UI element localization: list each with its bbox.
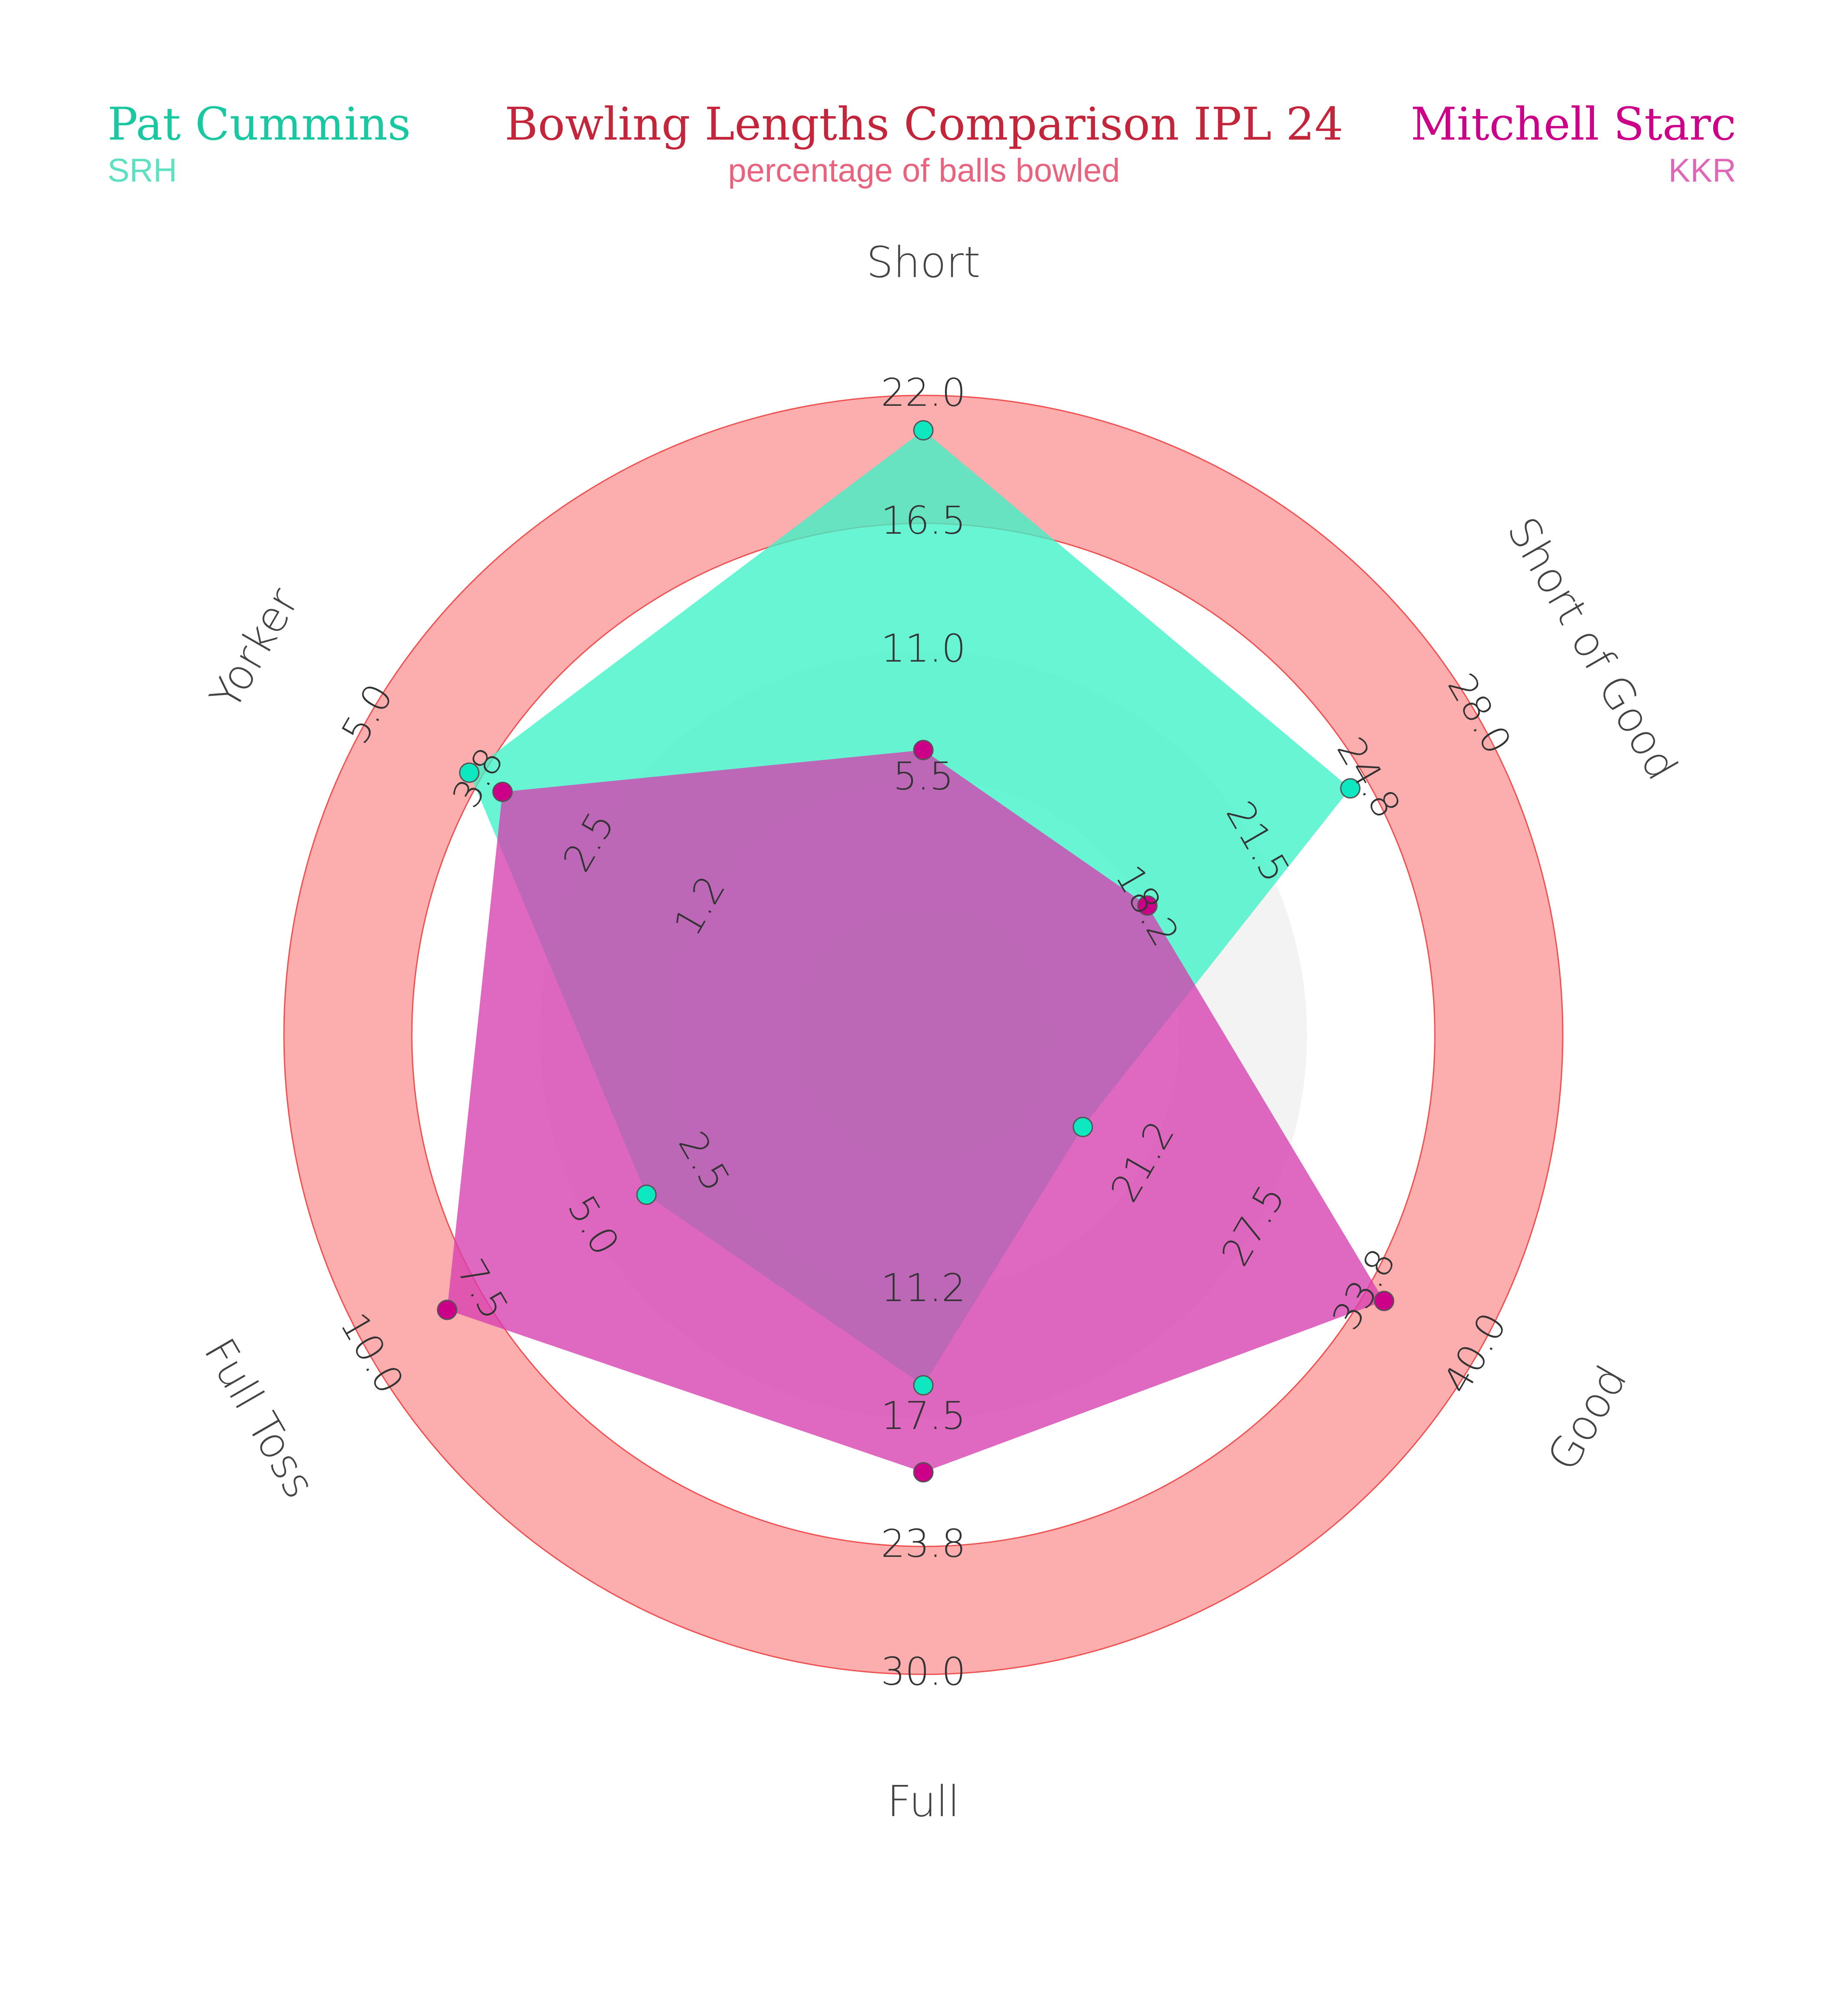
player1-point bbox=[636, 1184, 657, 1205]
player1-point bbox=[459, 762, 479, 783]
axis-label: Full bbox=[887, 1777, 960, 1827]
axis-label: Yorker bbox=[201, 580, 309, 718]
tick-label: 11.2 bbox=[881, 1266, 966, 1310]
player2-point bbox=[913, 740, 934, 760]
player2-point bbox=[1374, 1291, 1395, 1311]
tick-label: 16.5 bbox=[881, 498, 966, 543]
outer-ring bbox=[283, 395, 1564, 1675]
player1-point bbox=[913, 1375, 934, 1396]
player2-point bbox=[1137, 895, 1158, 916]
player2-point bbox=[437, 1299, 457, 1320]
player2-point bbox=[492, 782, 513, 802]
tick-label: 22.0 bbox=[881, 370, 966, 415]
tick-label: 17.5 bbox=[881, 1393, 966, 1438]
player2-name: Mitchell Starc bbox=[1411, 98, 1736, 150]
axis-label: Short of Good bbox=[1497, 509, 1687, 788]
player1-point bbox=[913, 420, 934, 440]
axis-label: Full Toss bbox=[194, 1330, 325, 1507]
player1-team: SRH bbox=[108, 152, 177, 189]
tick-label: 11.0 bbox=[881, 626, 966, 671]
player2-area bbox=[447, 750, 1384, 1472]
chart-subtitle: percentage of balls bowled bbox=[728, 152, 1120, 189]
player2-point bbox=[913, 1462, 934, 1483]
tick-label: 30.0 bbox=[881, 1649, 966, 1694]
player2-team: KKR bbox=[1668, 152, 1736, 189]
chart-title: Bowling Lengths Comparison IPL 24 bbox=[505, 98, 1343, 150]
axis-label: Good bbox=[1538, 1357, 1637, 1479]
tick-label: 5.5 bbox=[893, 754, 954, 799]
player1-point bbox=[1340, 778, 1361, 799]
player1-name: Pat Cummins bbox=[108, 98, 411, 150]
player1-point bbox=[1072, 1116, 1093, 1137]
tick-label: 23.8 bbox=[881, 1521, 966, 1566]
axis-label: Short bbox=[867, 238, 981, 287]
